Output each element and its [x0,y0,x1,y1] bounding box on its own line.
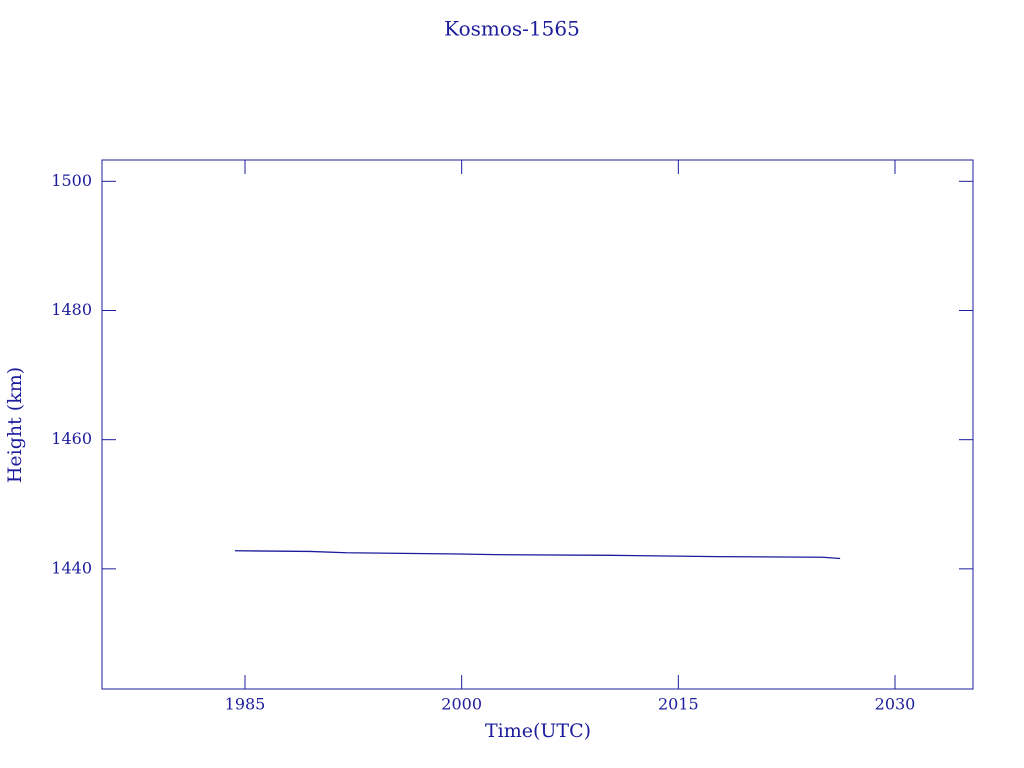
y-tick-label: 1460 [51,429,92,448]
x-tick-label: 1985 [225,695,266,714]
plot-frame [101,159,974,690]
y-tick-label: 1440 [51,558,92,577]
y-axis-label: Height (km) [4,367,26,483]
data-line [234,550,841,560]
y-tick-label: 1480 [51,300,92,319]
y-tick-label: 1500 [51,171,92,190]
x-tick-label: 2015 [658,695,699,714]
chart-title: Kosmos-1565 [444,17,580,41]
x-tick-label: 2030 [875,695,916,714]
x-tick-label: 2000 [441,695,482,714]
x-axis-label: Time(UTC) [485,720,591,742]
